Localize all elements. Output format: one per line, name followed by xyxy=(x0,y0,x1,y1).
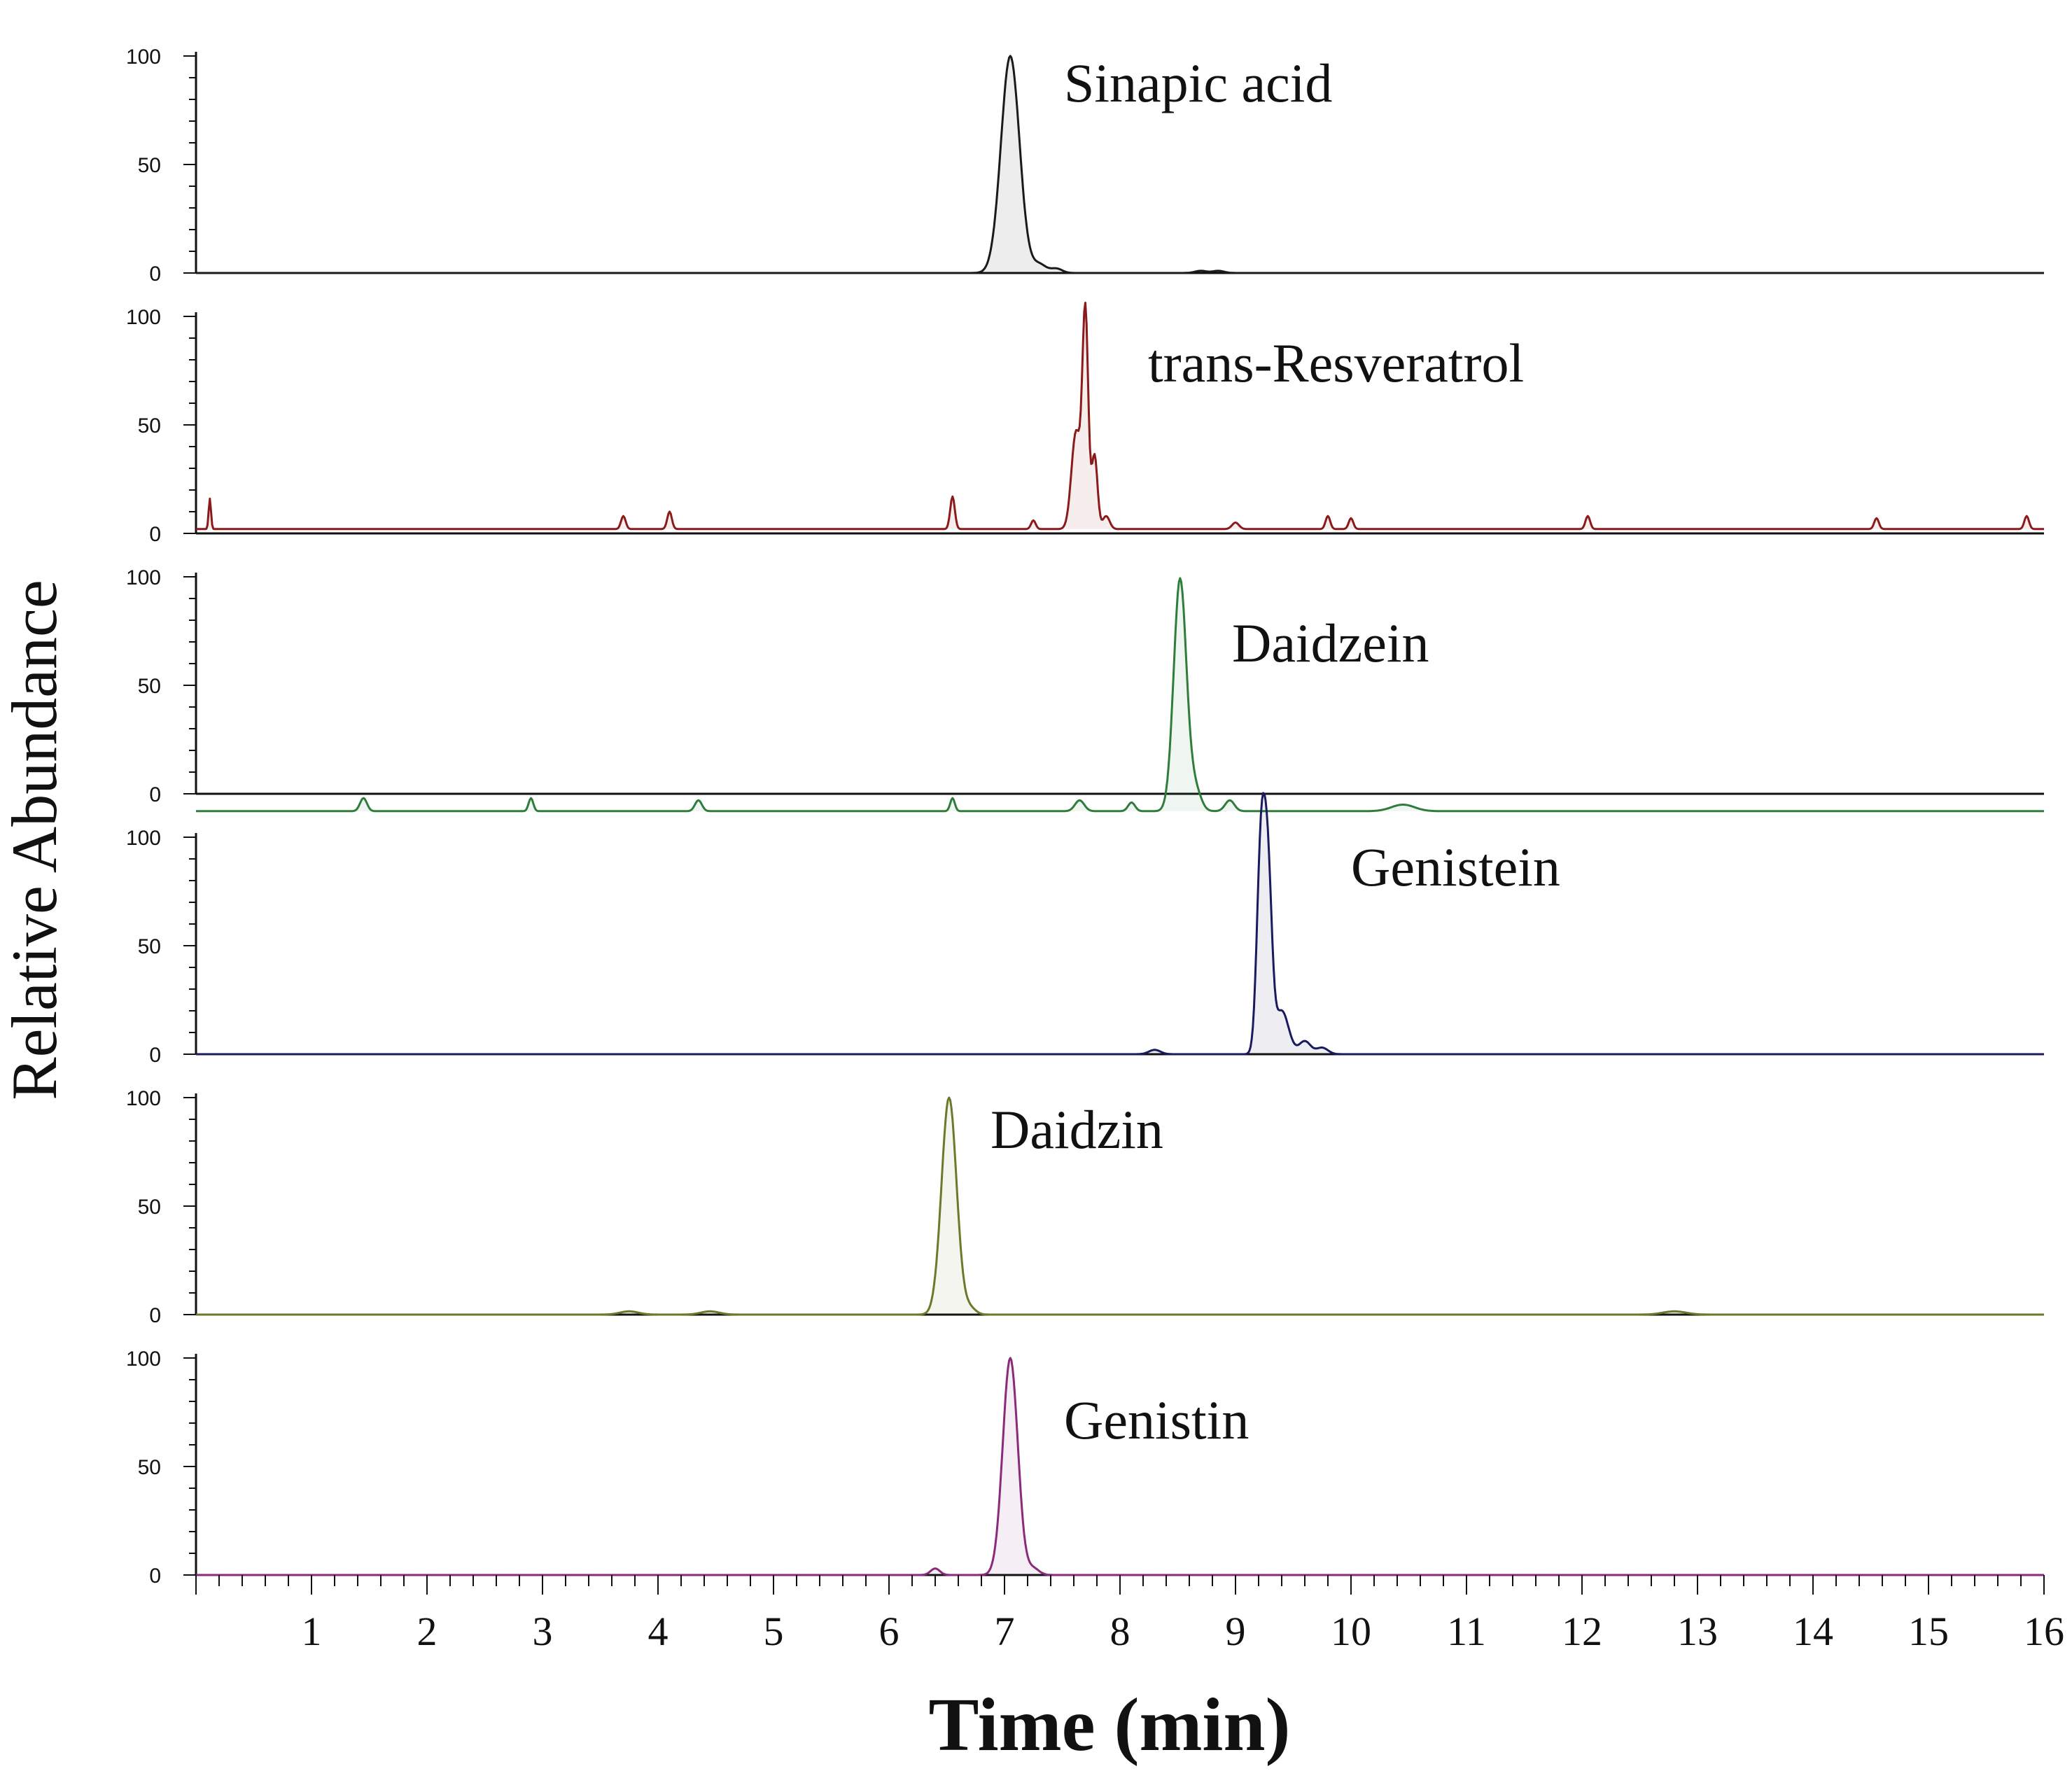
trace-trans-resveratrol xyxy=(196,302,2044,531)
trace-daidzein xyxy=(196,577,2044,813)
x-tick-label: 12 xyxy=(1562,1609,1602,1654)
y-tick-label: 100 xyxy=(126,566,161,589)
y-tick-label: 0 xyxy=(149,262,161,286)
compound-label-trans-resveratrol: trans-Resveratrol xyxy=(1148,332,1524,393)
y-tick-label: 100 xyxy=(126,827,161,850)
x-tick-label: 6 xyxy=(879,1609,899,1654)
trace-daidzin xyxy=(196,1096,2044,1316)
x-tick-label: 16 xyxy=(2024,1609,2064,1654)
x-tick-label: 15 xyxy=(1908,1609,1949,1654)
panel-genistin: 0 50 100 Genistin xyxy=(126,1348,2044,1588)
y-axis-label: Relative Abundance xyxy=(0,580,70,1100)
x-tick-label: 1 xyxy=(302,1609,322,1654)
y-tick-label: 50 xyxy=(138,1456,161,1479)
trace-fill-daidzein xyxy=(196,578,2044,811)
x-tick-label: 10 xyxy=(1331,1609,1371,1654)
y-tick-label: 50 xyxy=(138,414,161,438)
y-tick-label: 0 xyxy=(149,783,161,806)
y-tick-label: 50 xyxy=(138,154,161,177)
x-tick-label: 3 xyxy=(533,1609,553,1654)
panel-daidzein: 0 50 100 Daidzein xyxy=(126,566,2044,813)
y-tick-label: 0 xyxy=(149,523,161,546)
chromatogram-panels: 0 50 100 Sinapic acid 0 50 100 trans-Resveratro… xyxy=(126,46,2044,1588)
y-tick-label: 100 xyxy=(126,306,161,329)
x-tick-label: 8 xyxy=(1110,1609,1130,1654)
y-tick-label: 50 xyxy=(138,1196,161,1219)
trace-sinapic-acid xyxy=(196,55,2044,274)
compound-label-sinapic-acid: Sinapic acid xyxy=(1064,52,1332,113)
compound-label-genistin: Genistin xyxy=(1064,1390,1249,1450)
trace-fill-trans-resveratrol xyxy=(196,302,2044,529)
x-tick-label: 13 xyxy=(1677,1609,1718,1654)
y-tick-label: 0 xyxy=(149,1564,161,1588)
compound-label-genistein: Genistein xyxy=(1351,836,1560,897)
x-tick-label: 9 xyxy=(1226,1609,1246,1654)
x-tick-label: 4 xyxy=(648,1609,668,1654)
y-tick-label: 100 xyxy=(126,1348,161,1371)
compound-label-daidzein: Daidzein xyxy=(1232,612,1429,673)
compound-label-daidzin: Daidzin xyxy=(990,1099,1163,1160)
panel-trans-resveratrol: 0 50 100 trans-Resveratrol xyxy=(126,302,2044,546)
trace-genistein xyxy=(196,792,2044,1056)
x-tick-label: 7 xyxy=(995,1609,1015,1654)
y-tick-label: 0 xyxy=(149,1044,161,1067)
x-axis-label: Time (min) xyxy=(929,1684,1291,1767)
panel-genistein: 0 50 100 Genistein xyxy=(126,792,2044,1067)
x-tick-label: 5 xyxy=(764,1609,784,1654)
y-tick-label: 50 xyxy=(138,675,161,698)
time-axis: 1 2 3 4 5 6 7 8 9 10 11 12 13 14 15 16 xyxy=(195,1575,2064,1654)
x-tick-label: 14 xyxy=(1793,1609,1833,1654)
y-tick-label: 100 xyxy=(126,46,161,69)
trace-fill-genistein xyxy=(196,792,2044,1054)
y-tick-label: 100 xyxy=(126,1087,161,1110)
panel-daidzin: 0 50 100 Daidzin xyxy=(126,1087,2044,1327)
x-tick-label: 11 xyxy=(1447,1609,1486,1654)
panel-sinapic-acid: 0 50 100 Sinapic acid xyxy=(126,46,2044,286)
y-tick-label: 50 xyxy=(138,935,161,958)
y-tick-label: 0 xyxy=(149,1304,161,1327)
x-tick-label: 2 xyxy=(417,1609,438,1654)
